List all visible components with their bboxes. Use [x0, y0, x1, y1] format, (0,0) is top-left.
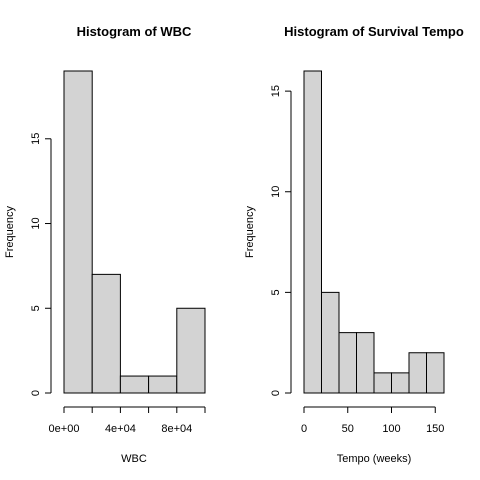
- survival-bars: [303, 70, 445, 394]
- survival-bar: [356, 332, 375, 394]
- survival-bar: [408, 352, 427, 394]
- survival-x-axis-label: Tempo (weeks): [337, 453, 412, 465]
- survival-bar: [373, 372, 392, 394]
- survival-x-tick-label: 50: [342, 423, 354, 435]
- wbc-x-tick-label: 4e+04: [105, 423, 136, 435]
- survival-y-axis-label: Frequency: [244, 206, 256, 258]
- survival-y-tick-label: 10: [270, 186, 282, 198]
- survival-histogram-panel: Histogram of Survival Tempo 0 5 10 15 0 50 10…: [244, 24, 464, 465]
- survival-x-tick-label: 150: [426, 423, 444, 435]
- survival-y-tick-label: 0: [270, 390, 282, 396]
- survival-x-tick-label: 100: [382, 423, 400, 435]
- survival-bar: [391, 372, 410, 394]
- wbc-bar: [63, 70, 93, 394]
- wbc-histogram-title: Histogram of WBC: [77, 24, 192, 39]
- wbc-bar: [148, 375, 178, 394]
- wbc-bar: [119, 375, 150, 394]
- wbc-y-tick-label: 15: [30, 133, 42, 145]
- survival-x-tick-label: 0: [301, 423, 307, 435]
- survival-y-axis: 0 5 10 15: [270, 85, 292, 396]
- wbc-y-tick-label: 0: [30, 390, 42, 396]
- survival-histogram-title: Histogram of Survival Tempo: [284, 24, 464, 39]
- wbc-y-axis-label: Frequency: [4, 206, 16, 258]
- survival-y-tick-label: 15: [270, 85, 282, 97]
- survival-x-axis: 0 50 100 150: [301, 406, 444, 435]
- survival-bar: [338, 332, 357, 394]
- wbc-x-axis-label: WBC: [121, 453, 147, 465]
- wbc-bar: [176, 307, 206, 394]
- wbc-y-axis: 0 5 10 15: [30, 133, 52, 396]
- survival-y-tick-label: 5: [270, 289, 282, 295]
- wbc-bars: [63, 70, 206, 394]
- survival-bar: [321, 291, 340, 394]
- wbc-bar: [91, 273, 121, 394]
- wbc-x-tick-label: 0e+00: [49, 423, 80, 435]
- wbc-y-tick-label: 10: [30, 217, 42, 229]
- wbc-x-axis: 0e+00 4e+04 8e+04: [49, 406, 206, 435]
- survival-bar: [303, 70, 322, 394]
- survival-bar: [426, 352, 445, 394]
- wbc-x-tick-label: 8e+04: [161, 423, 192, 435]
- wbc-y-tick-label: 5: [30, 305, 42, 311]
